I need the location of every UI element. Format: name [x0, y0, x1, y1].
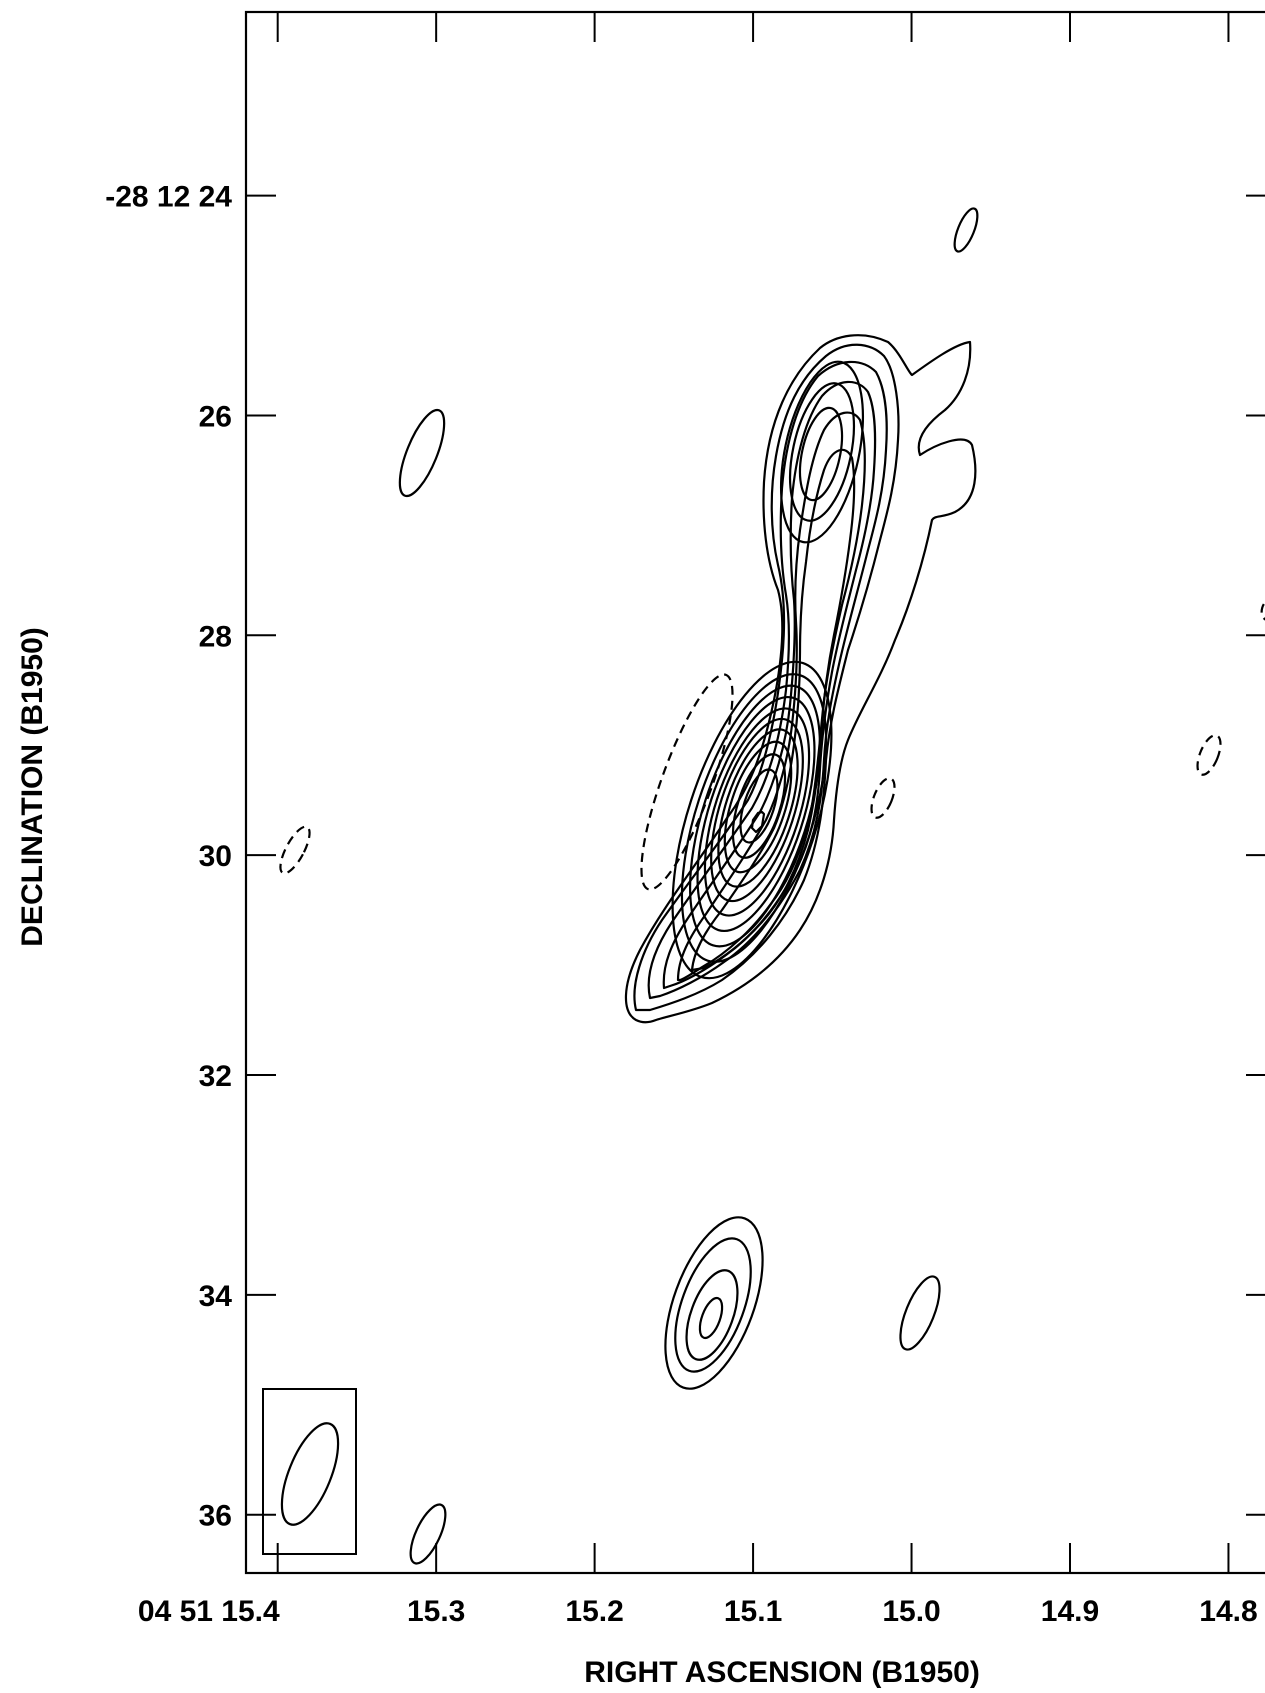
- southern-source-contours: [664, 1216, 764, 1390]
- plot-frame: [244, 10, 1265, 1575]
- y-axis-ticks: [246, 194, 1265, 1516]
- y-axis-tick-labels: -28 12 24 26 28 30 32 34 36: [105, 181, 232, 1533]
- x-tick-label: 15.0: [882, 1595, 940, 1628]
- south-contour-2: [674, 1237, 752, 1373]
- y-tick-label: 32: [199, 1060, 232, 1093]
- core-contours: [671, 660, 833, 980]
- x-axis-title: RIGHT ASCENSION (B1950): [584, 1656, 980, 1689]
- x-tick-label: 15.2: [565, 1595, 623, 1628]
- x-axis-ticks: [276, 12, 1230, 1573]
- negative-contour-east-of-core: [640, 673, 734, 891]
- isolated-contour-se: [899, 1275, 941, 1351]
- core-contour-4: [696, 695, 816, 933]
- y-tick-label: 28: [199, 620, 232, 653]
- main-source-contours: [624, 334, 977, 1024]
- contour-level-1: [624, 334, 977, 1024]
- core-contour-9: [731, 753, 787, 859]
- isolated-contour-ne: [953, 207, 979, 253]
- south-contour-1: [664, 1216, 764, 1390]
- contour-level-3: [647, 360, 888, 1000]
- isolated-contours: [279, 207, 1265, 1565]
- contour-level-2: [633, 343, 900, 1012]
- y-tick-label: 34: [199, 1280, 233, 1313]
- x-tick-label: 15.1: [724, 1595, 782, 1628]
- core-contour-3: [689, 684, 821, 948]
- core-contour-7: [717, 728, 799, 888]
- contour-level-4: [662, 380, 877, 990]
- isolated-contour-sw: [409, 1503, 447, 1565]
- x-tick-label: 14.8: [1199, 1595, 1257, 1628]
- knot-contour-2: [789, 382, 855, 522]
- knot-contour-1: [779, 360, 865, 544]
- core-contour-10: [739, 768, 779, 844]
- y-tick-label: -28 12 24: [105, 181, 232, 214]
- negative-contour-east: [1196, 734, 1222, 776]
- x-tick-label: 04 51 15.4: [138, 1595, 280, 1628]
- x-axis-tick-labels: 04 51 15.4 15.3 15.2 15.1 15.0 14.9 14.8: [138, 1595, 1258, 1628]
- core-contour-2: [680, 673, 828, 963]
- x-tick-label: 15.3: [407, 1595, 465, 1628]
- core-contour-8: [723, 740, 793, 874]
- knot-contour-3: [798, 406, 844, 502]
- negative-contour-edge: [1260, 600, 1265, 621]
- beam-box: [262, 1388, 357, 1555]
- x-tick-label: 14.9: [1041, 1595, 1099, 1628]
- y-tick-label: 26: [199, 400, 232, 433]
- south-contour-4: [698, 1296, 724, 1340]
- y-tick-label: 30: [199, 840, 232, 873]
- south-contour-3: [685, 1269, 739, 1361]
- northern-knot-contours: [779, 360, 865, 544]
- beam-inset: [262, 1388, 357, 1555]
- core-contour-1: [671, 660, 833, 980]
- core-contour-11: [750, 810, 766, 834]
- negative-contour-mid: [870, 777, 896, 819]
- core-contour-5: [703, 707, 811, 917]
- negative-contour-west: [279, 825, 311, 875]
- core-contour-6: [710, 717, 804, 903]
- y-axis-title: DECLINATION (B1950): [16, 627, 49, 946]
- isolated-contour-w: [398, 408, 446, 498]
- beam-ellipse: [280, 1422, 340, 1526]
- y-tick-label: 36: [199, 1500, 232, 1533]
